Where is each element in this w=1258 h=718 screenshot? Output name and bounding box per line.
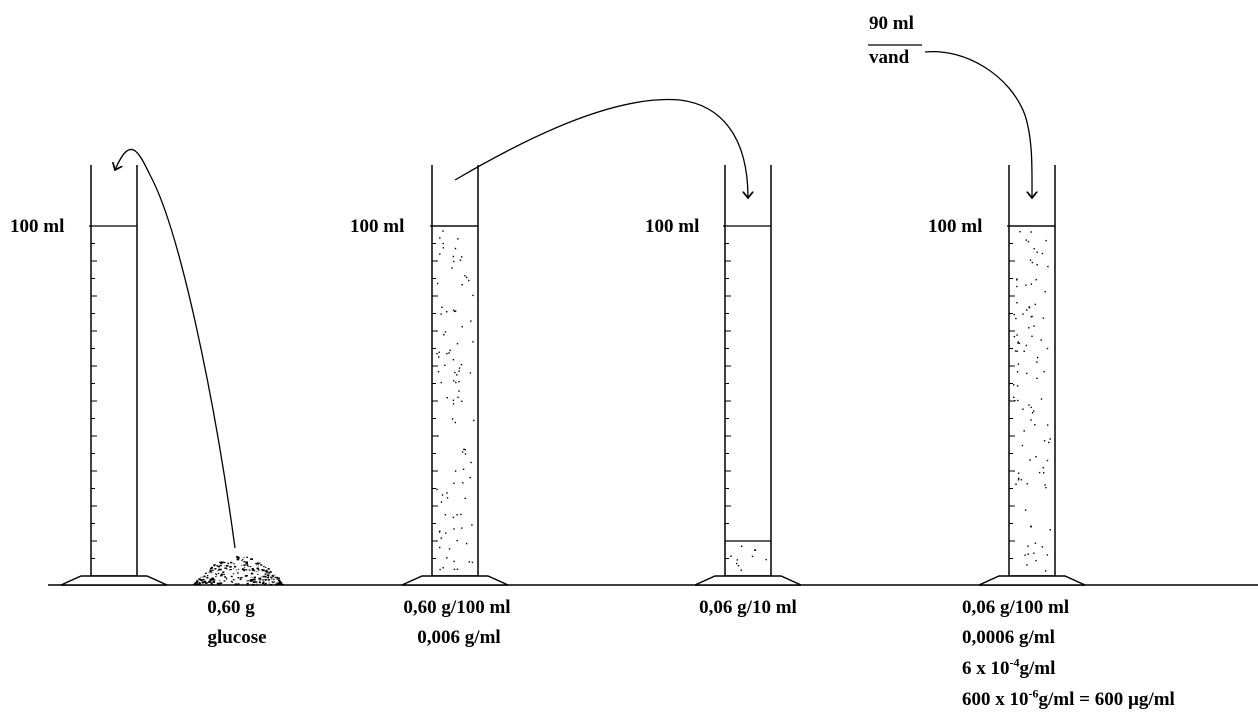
cylinder-3-volume-label: 100 ml (645, 216, 700, 237)
caption-1-line-2: glucose (207, 627, 267, 648)
liquid-fill (1009, 226, 1055, 576)
liquid-fill (432, 226, 478, 576)
caption-4-line-4: 600 x 10-6g/ml = 600 µg/ml (962, 686, 1175, 710)
caption-2-line-2: 0,006 g/ml (417, 627, 501, 648)
liquid-stipple (730, 545, 767, 571)
arrow-glucose-to-cylinder (115, 148, 236, 549)
caption-4-line-3: 6 x 10-4g/ml (962, 655, 1056, 679)
caption-4-line-2: 0,0006 g/ml (962, 627, 1055, 648)
cylinder-base (60, 575, 168, 586)
cylinder-base (978, 575, 1086, 586)
cylinder-base (694, 575, 802, 586)
caption-2-line-1: 0,60 g/100 ml (403, 597, 511, 618)
cylinder-2-volume-label: 100 ml (350, 216, 405, 237)
cylinder-1-volume-label: 100 ml (10, 216, 65, 237)
liquid-stipple (436, 230, 475, 571)
caption-4-line-1: 0,06 g/100 ml (962, 597, 1070, 618)
liquid-fill (725, 541, 771, 576)
cylinder-graduations (432, 243, 438, 559)
glucose-powder-heap (193, 556, 284, 586)
liquid-stipple (1013, 231, 1051, 572)
caption-3-line-1: 0,06 g/10 ml (699, 597, 797, 618)
graduated-cylinder-stock-solution (401, 165, 509, 586)
graduated-cylinder-diluted (978, 165, 1086, 586)
cylinder-graduations (91, 243, 97, 559)
water-name-label: vand (869, 47, 910, 68)
arrow-add-water (924, 50, 1032, 198)
cylinder-graduations (1009, 243, 1015, 559)
cylinder-graduations (725, 243, 731, 559)
cylinder-base (401, 575, 509, 586)
graduated-cylinder-aliquot (694, 165, 802, 586)
arrow-transfer-aliquot (454, 98, 748, 198)
cylinder-4-volume-label: 100 ml (928, 216, 983, 237)
caption-1-line-1: 0,60 g (207, 597, 255, 618)
water-amount-label: 90 ml (869, 13, 914, 34)
graduated-cylinder-empty (60, 165, 168, 586)
